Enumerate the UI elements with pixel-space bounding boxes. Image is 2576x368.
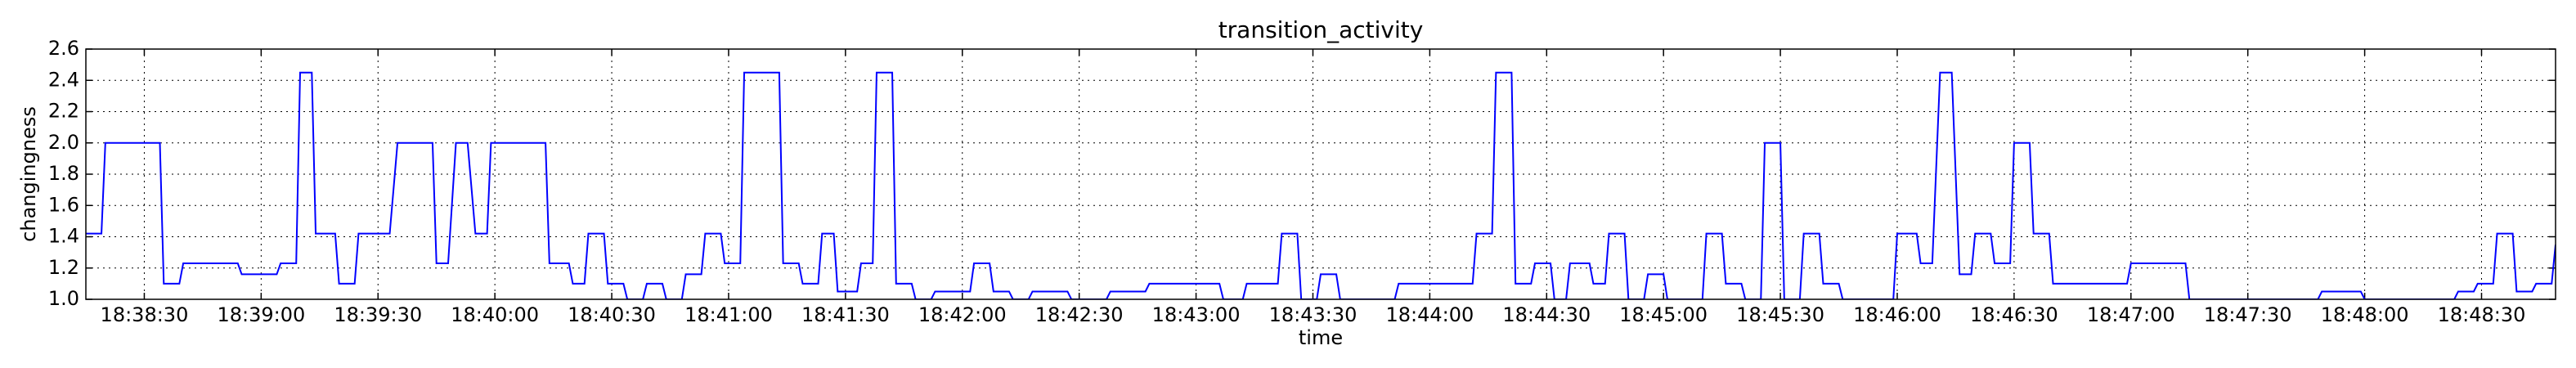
y-tick-label: 2.4 (48, 68, 79, 91)
x-tick-label: 18:42:30 (1035, 303, 1124, 326)
x-tick-label: 18:38:30 (101, 303, 189, 326)
x-tick-label: 18:47:00 (2087, 303, 2175, 326)
x-tick-label: 18:47:30 (2204, 303, 2292, 326)
y-axis-label: changingness (17, 106, 40, 242)
x-tick-label: 18:48:00 (2321, 303, 2409, 326)
x-tick-label: 18:40:00 (451, 303, 539, 326)
x-tick-label: 18:41:30 (801, 303, 890, 326)
x-tick-label: 18:48:30 (2438, 303, 2526, 326)
y-tick-label: 1.8 (48, 162, 79, 185)
x-tick-label: 18:45:00 (1619, 303, 1708, 326)
x-tick-label: 18:46:00 (1853, 303, 1941, 326)
x-tick-label: 18:45:30 (1736, 303, 1824, 326)
y-tick-label: 1.2 (48, 256, 79, 279)
y-tick-label: 2.2 (48, 100, 79, 123)
x-tick-label: 18:39:00 (217, 303, 305, 326)
x-tick-label: 18:43:30 (1269, 303, 1358, 326)
x-tick-label: 18:44:30 (1502, 303, 1591, 326)
y-tick-label: 1.6 (48, 193, 79, 216)
x-tick-label: 18:40:30 (568, 303, 656, 326)
y-tick-label: 1.0 (48, 287, 79, 310)
x-tick-label: 18:43:00 (1152, 303, 1241, 326)
plot-frame (85, 48, 2556, 300)
data-line (86, 71, 2556, 299)
y-tick-label: 1.4 (48, 225, 79, 248)
chart-title: transition_activity (1218, 16, 1424, 43)
x-tick-label: 18:41:00 (684, 303, 773, 326)
y-tick-label: 2.0 (48, 131, 79, 154)
x-tick-label: 18:46:30 (1970, 303, 2058, 326)
y-tick-label: 2.6 (48, 37, 79, 60)
x-tick-label: 18:42:00 (918, 303, 1007, 326)
x-axis-label: time (1299, 326, 1343, 349)
x-tick-label: 18:39:30 (334, 303, 422, 326)
x-tick-label: 18:44:00 (1385, 303, 1474, 326)
